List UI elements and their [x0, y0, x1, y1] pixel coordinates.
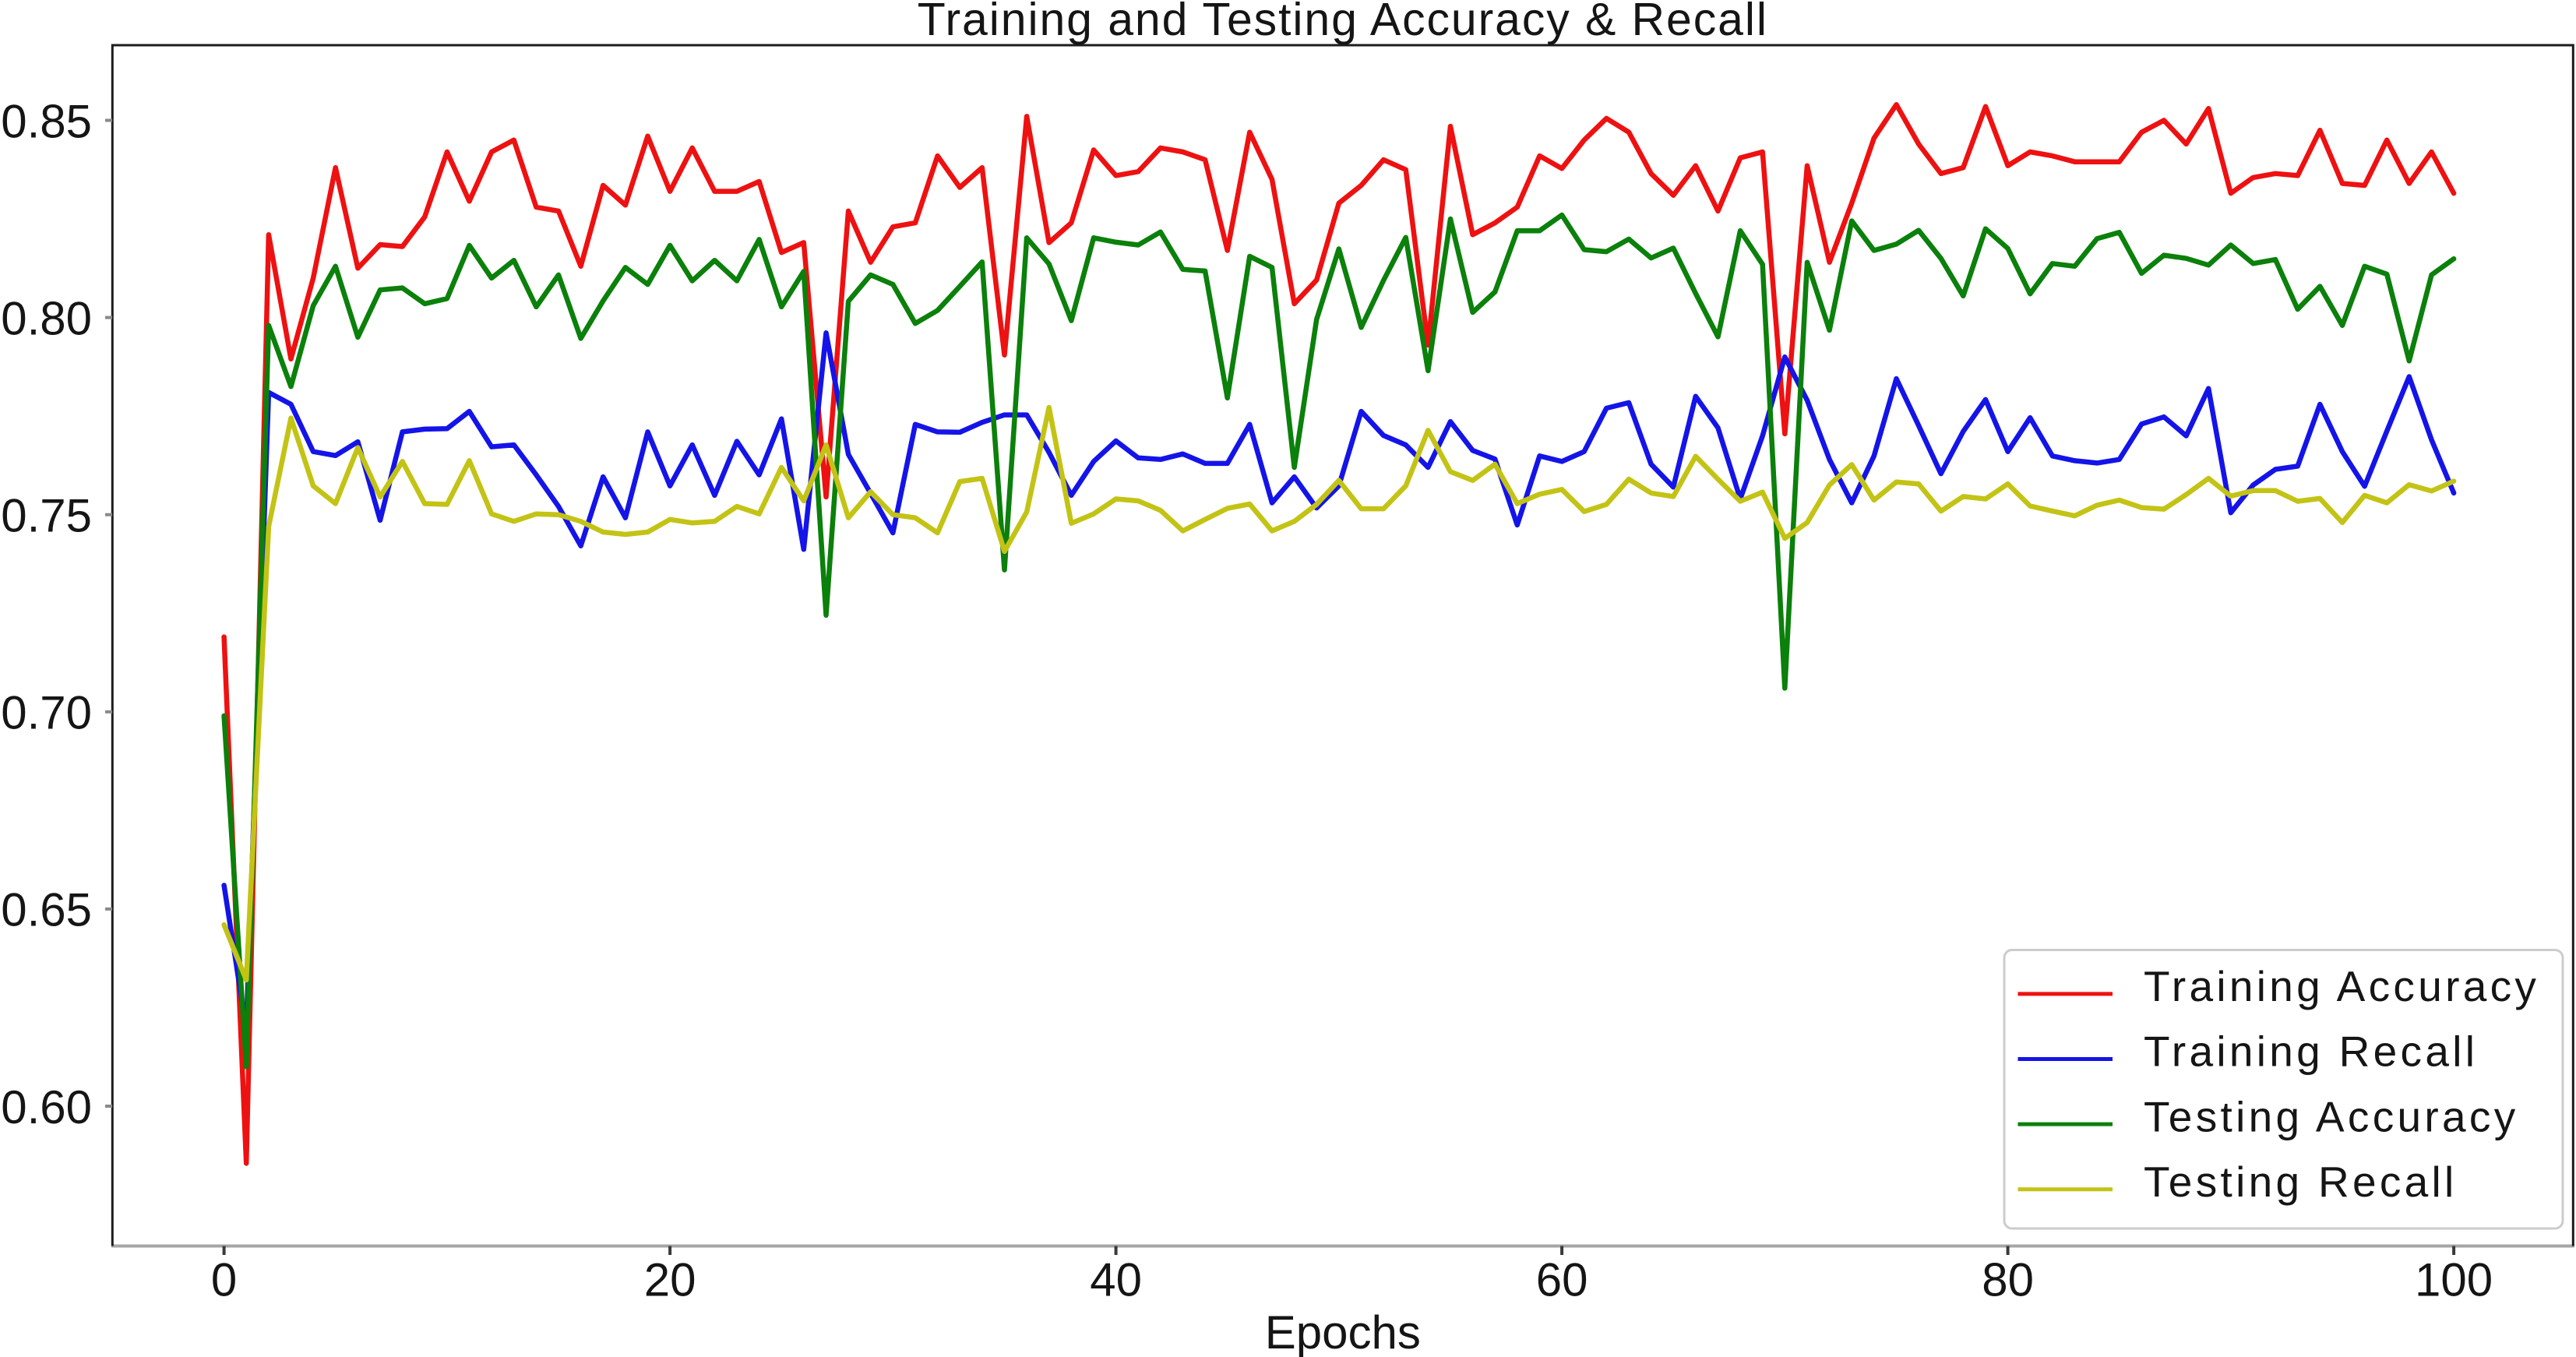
svg-text:0.75: 0.75: [1, 490, 92, 542]
svg-text:80: 80: [1982, 1254, 2034, 1306]
svg-text:Epochs: Epochs: [1265, 1306, 1421, 1357]
svg-text:0.65: 0.65: [1, 884, 92, 936]
svg-text:0: 0: [211, 1254, 237, 1306]
svg-text:Training Accuracy: Training Accuracy: [2144, 962, 2539, 1010]
svg-text:Testing Recall: Testing Recall: [2144, 1158, 2458, 1206]
svg-text:60: 60: [1536, 1254, 1588, 1306]
svg-text:20: 20: [644, 1254, 696, 1306]
svg-text:0.85: 0.85: [1, 95, 92, 147]
svg-text:0.60: 0.60: [1, 1081, 92, 1133]
svg-text:Testing Accuracy: Testing Accuracy: [2144, 1092, 2519, 1140]
svg-text:0.80: 0.80: [1, 292, 92, 344]
svg-text:100: 100: [2415, 1254, 2493, 1306]
svg-text:Training Recall: Training Recall: [2144, 1027, 2478, 1076]
svg-text:Training and Testing Accuracy: Training and Testing Accuracy & Recall: [918, 0, 1768, 45]
svg-text:0.70: 0.70: [1, 687, 92, 739]
svg-text:40: 40: [1090, 1254, 1142, 1306]
